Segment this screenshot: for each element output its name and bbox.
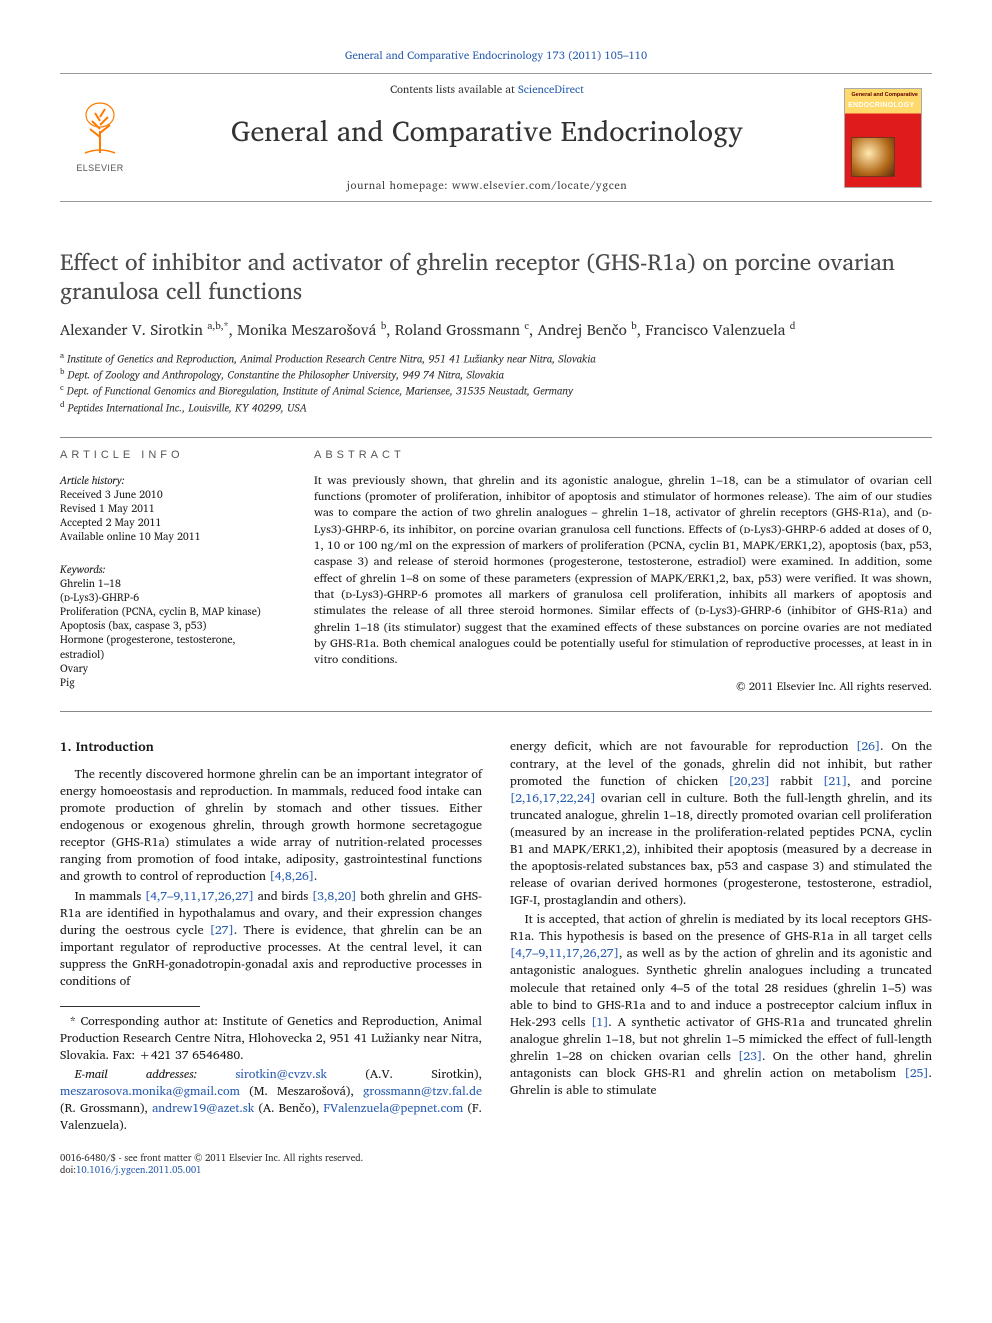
contents-prefix: Contents lists available at: [390, 80, 518, 98]
elsevier-logo: ELSEVIER: [70, 101, 130, 175]
journal-homepage: journal homepage: www.elsevier.com/locat…: [148, 178, 826, 193]
affiliation-list: a Institute of Genetics and Reproduction…: [60, 350, 932, 415]
footnote-rule: [60, 1006, 200, 1007]
cover-photo-icon: [851, 137, 895, 177]
doi-link[interactable]: 10.1016/j.ygcen.2011.05.001: [76, 1163, 201, 1178]
article-history: Article history: Received 3 June 2010Rev…: [60, 473, 280, 544]
journal-cover-thumb: General and Comparative ENDOCRINOLOGY: [844, 88, 922, 188]
article-info-heading: ARTICLE INFO: [60, 448, 280, 463]
body-paragraph: The recently discovered hormone ghrelin …: [60, 766, 482, 886]
email-link[interactable]: sirotkin@cvzv.sk: [235, 1064, 327, 1084]
running-citation: General and Comparative Endocrinology 17…: [60, 48, 932, 63]
publisher-name: ELSEVIER: [70, 162, 130, 174]
abstract-heading: ABSTRACT: [314, 448, 932, 463]
para-text: ovarian cell in culture. Both the full-l…: [510, 788, 932, 910]
elsevier-tree-icon: [75, 101, 125, 156]
citation-link[interactable]: [4,8,26]: [269, 866, 314, 886]
email-link[interactable]: FValenzuela@pepnet.com: [323, 1098, 463, 1118]
author-list: Alexander V. Sirotkin a,b,*, Monika Mesz…: [60, 320, 932, 340]
sciencedirect-link[interactable]: ScienceDirect: [518, 80, 584, 98]
doi-label: doi:: [60, 1163, 76, 1178]
email-addresses: E-mail addresses: sirotkin@cvzv.sk (A.V.…: [60, 1066, 482, 1134]
contents-lists-line: Contents lists available at ScienceDirec…: [148, 82, 826, 97]
abstract-copyright: © 2011 Elsevier Inc. All rights reserved…: [314, 679, 932, 694]
page-footer: 0016-6480/$ - see front matter © 2011 El…: [60, 1153, 932, 1178]
corresp-text: Corresponding author at: Institute of Ge…: [60, 1011, 482, 1065]
keywords-block: Keywords: Ghrelin 1–18(ᴅ-Lys3)-GHRP-6Pro…: [60, 562, 280, 690]
journal-masthead: ELSEVIER Contents lists available at Sci…: [60, 73, 932, 202]
body-paragraph: In mammals [4,7–9,11,17,26,27] and birds…: [60, 888, 482, 990]
journal-name: General and Comparative Endocrinology: [148, 113, 826, 151]
para-text: It is accepted, that action of ghrelin i…: [510, 909, 932, 946]
corresponding-author: * Corresponding author at: Institute of …: [60, 1013, 482, 1064]
article-title: Effect of inhibitor and activator of ghr…: [60, 248, 932, 306]
body-paragraph: It is accepted, that action of ghrelin i…: [510, 911, 932, 1099]
section-heading-introduction: 1. Introduction: [60, 738, 482, 756]
divider: [60, 711, 932, 712]
body-paragraph: energy deficit, which are not favourable…: [510, 738, 932, 909]
cover-big-text: ENDOCRINOLOGY: [848, 101, 918, 110]
divider: [60, 437, 932, 438]
abstract-text: It was previously shown, that ghrelin an…: [314, 473, 932, 669]
email-link[interactable]: andrew19@azet.sk: [152, 1098, 254, 1118]
citation-link[interactable]: [25]: [905, 1063, 929, 1083]
cover-top-text: General and Comparative: [848, 92, 918, 99]
body-columns: 1. Introduction The recently discovered …: [60, 738, 932, 1134]
